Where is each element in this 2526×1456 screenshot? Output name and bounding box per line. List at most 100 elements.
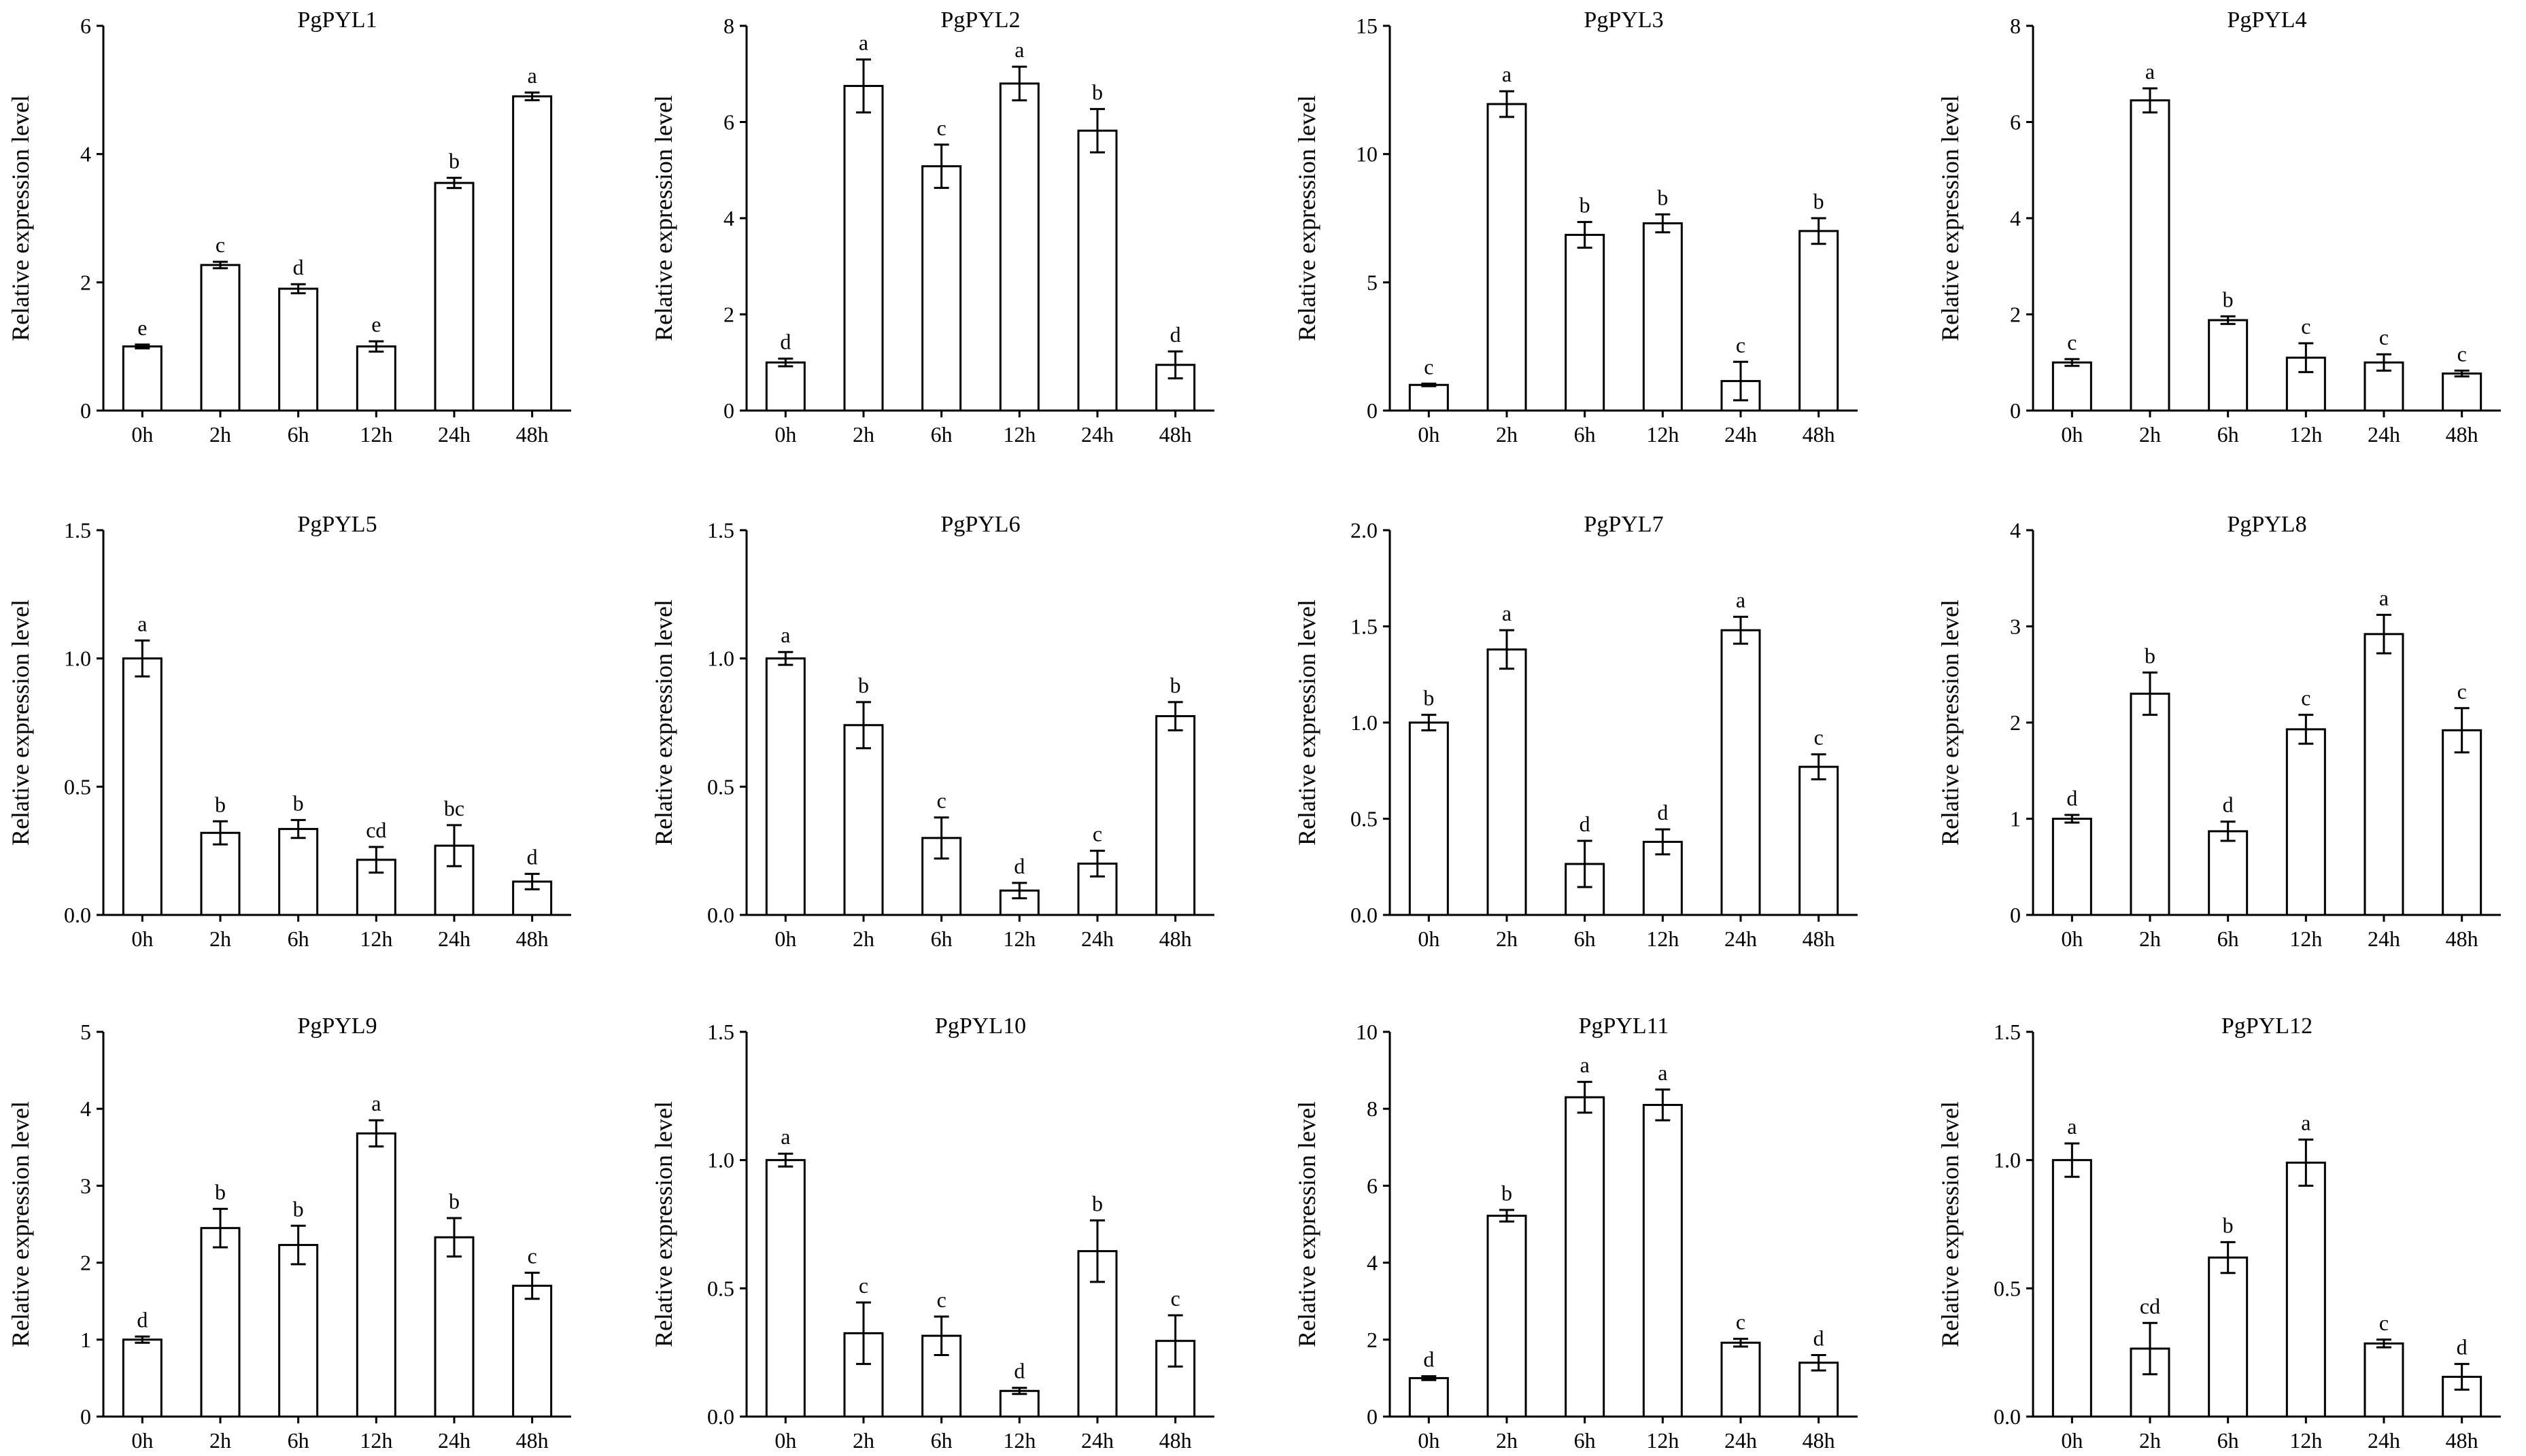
bar-24h bbox=[1720, 629, 1761, 916]
significance-label: b bbox=[2223, 287, 2234, 311]
error-bar-12h bbox=[1655, 213, 1671, 234]
y-axis-label: Relative expression level bbox=[650, 600, 677, 846]
bar-0h bbox=[1408, 721, 1449, 916]
bar-24h bbox=[434, 181, 475, 412]
x-tick-label: 12h bbox=[360, 422, 392, 447]
significance-label: b bbox=[2223, 1213, 2234, 1237]
x-tick-label: 2h bbox=[2139, 926, 2161, 951]
significance-label: d bbox=[780, 330, 791, 354]
error-bar-0h bbox=[2064, 358, 2080, 367]
chart-panel-pgpyl6: PgPYL6 Relative expression level a 0h b 2h c 6h… bbox=[650, 512, 1214, 951]
y-tick-label: 5 bbox=[80, 1020, 91, 1044]
error-bar-2h bbox=[2143, 87, 2157, 114]
error-bar-12h bbox=[2298, 342, 2314, 373]
x-tick-label: 6h bbox=[288, 422, 309, 447]
error-bar-6h bbox=[934, 816, 949, 860]
significance-label: c bbox=[2457, 341, 2467, 366]
y-tick-label: 2 bbox=[1367, 1328, 1378, 1352]
x-tick-label: 12h bbox=[1003, 1428, 1036, 1453]
bar-48h bbox=[2442, 729, 2482, 916]
error-bar-0h bbox=[2064, 1142, 2080, 1178]
x-tick-label: 24h bbox=[1081, 422, 1114, 447]
x-tick-label: 0h bbox=[131, 1428, 153, 1453]
y-tick-label: 8 bbox=[1367, 1096, 1378, 1121]
significance-label: b bbox=[449, 149, 460, 173]
error-bar-6h bbox=[290, 818, 306, 839]
error-bar-6h bbox=[2220, 1241, 2236, 1275]
bar-6h bbox=[1565, 234, 1605, 412]
significance-label: a bbox=[2067, 1114, 2077, 1139]
error-bar-12h bbox=[2298, 714, 2314, 745]
y-tick-label: 3 bbox=[2010, 614, 2021, 639]
significance-label: a bbox=[1736, 587, 1745, 612]
significance-label: b bbox=[1170, 673, 1181, 697]
y-tick-label: 4 bbox=[2010, 206, 2021, 230]
y-tick-label: 1.0 bbox=[1994, 1148, 2021, 1173]
x-tick-label: 12h bbox=[360, 926, 392, 951]
bar-12h bbox=[999, 1389, 1040, 1418]
y-axis-label: Relative expression level bbox=[1936, 1101, 1964, 1347]
bar-6h bbox=[278, 288, 319, 412]
y-tick-label: 8 bbox=[2010, 14, 2021, 38]
x-tick-label: 2h bbox=[209, 1428, 231, 1453]
significance-label: a bbox=[137, 611, 147, 636]
significance-label: d bbox=[293, 255, 304, 279]
bar-6h bbox=[278, 1244, 319, 1418]
significance-label: b bbox=[215, 792, 226, 816]
x-tick-label: 2h bbox=[1496, 422, 1518, 447]
x-tick-label: 24h bbox=[1724, 926, 1757, 951]
x-tick-label: 2h bbox=[2139, 422, 2161, 447]
error-bar-48h bbox=[1811, 217, 1826, 245]
x-tick-label: 48h bbox=[1159, 1428, 1192, 1453]
error-bar-48h bbox=[2454, 1363, 2470, 1391]
significance-label: d bbox=[2223, 793, 2234, 817]
bar-2h bbox=[2130, 693, 2170, 916]
significance-label: b bbox=[1423, 686, 1434, 710]
bar-2h bbox=[2130, 99, 2170, 412]
x-tick-label: 2h bbox=[1496, 926, 1518, 951]
y-tick-label: 0 bbox=[80, 1404, 91, 1429]
x-tick-label: 0h bbox=[774, 422, 796, 447]
x-tick-label: 24h bbox=[438, 1428, 471, 1453]
panel-title: PgPYL12 bbox=[2221, 1013, 2312, 1039]
bar-12h bbox=[1642, 1104, 1683, 1418]
significance-label: a bbox=[1580, 1053, 1590, 1077]
error-bar-12h bbox=[1655, 1088, 1671, 1122]
significance-label: d bbox=[1423, 1347, 1434, 1372]
bar-0h bbox=[765, 1159, 806, 1418]
y-tick-label: 0.5 bbox=[64, 774, 91, 799]
bar-24h bbox=[1077, 129, 1118, 412]
x-tick-label: 24h bbox=[2368, 1428, 2400, 1453]
error-bar-6h bbox=[290, 283, 306, 294]
panel-title: PgPYL7 bbox=[1584, 512, 1663, 537]
bar-0h bbox=[2051, 1159, 2092, 1418]
y-tick-label: 0.5 bbox=[1350, 807, 1378, 831]
x-tick-label: 0h bbox=[2061, 1428, 2083, 1453]
x-tick-label: 24h bbox=[438, 422, 471, 447]
x-tick-label: 12h bbox=[360, 1428, 392, 1453]
error-bar-0h bbox=[135, 1335, 150, 1344]
y-tick-label: 0 bbox=[2010, 398, 2021, 423]
error-bar-2h bbox=[856, 58, 871, 114]
panel-title: PgPYL4 bbox=[2227, 7, 2306, 33]
error-bar-0h bbox=[1421, 382, 1437, 387]
chart-panel-pgpyl5: PgPYL5 Relative expression level a 0h b 2h b 6h… bbox=[7, 512, 571, 951]
y-tick-label: 6 bbox=[1367, 1173, 1378, 1198]
chart-panel-pgpyl2: PgPYL2 Relative expression level d 0h a 2h c 6h… bbox=[650, 7, 1214, 447]
x-tick-label: 6h bbox=[931, 422, 953, 447]
y-tick-label: 2 bbox=[80, 1251, 91, 1275]
y-tick-label: 0.0 bbox=[707, 903, 734, 927]
significance-label: c bbox=[2301, 314, 2310, 339]
y-axis-label: Relative expression level bbox=[7, 95, 34, 341]
significance-label: d bbox=[527, 845, 538, 869]
bar-2h bbox=[1486, 1215, 1527, 1418]
y-tick-label: 1.5 bbox=[707, 1020, 734, 1044]
y-tick-label: 5 bbox=[1367, 270, 1378, 294]
bar-0h bbox=[122, 657, 163, 916]
x-tick-label: 6h bbox=[1574, 1428, 1596, 1453]
error-bar-24h bbox=[2376, 1338, 2391, 1349]
error-bar-24h bbox=[1733, 360, 1748, 402]
significance-label: a bbox=[1014, 37, 1024, 62]
significance-label: a bbox=[371, 1091, 381, 1115]
x-tick-label: 6h bbox=[2217, 422, 2239, 447]
